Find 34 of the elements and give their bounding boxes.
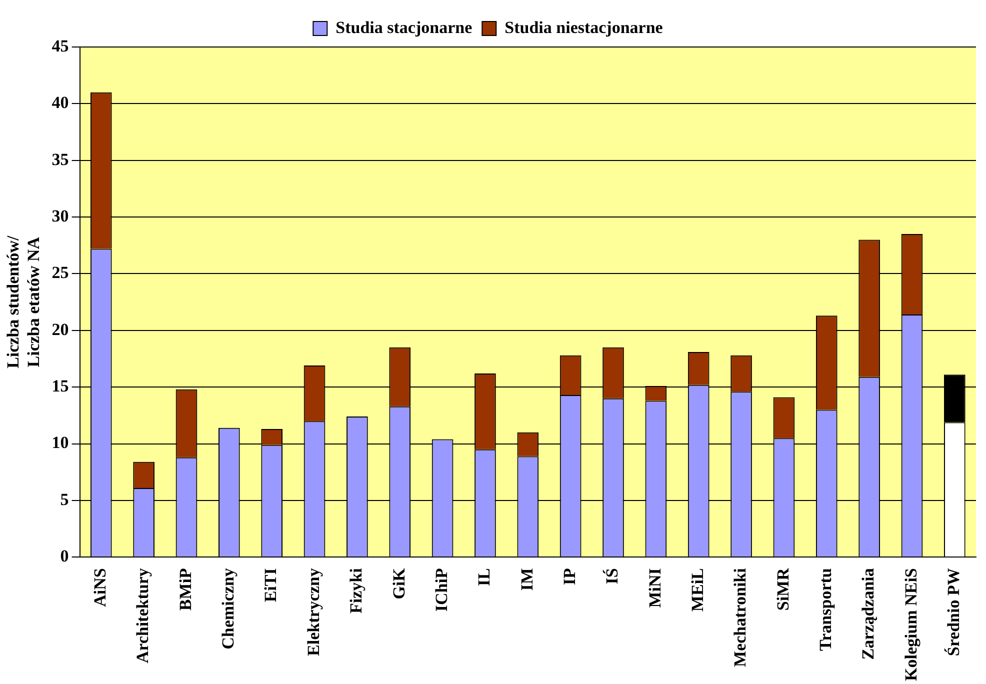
x-tick-label: Średnio PW xyxy=(944,568,964,656)
x-tick-label: Chemiczny xyxy=(218,568,238,650)
y-tick-label: 25 xyxy=(52,263,69,282)
x-tick-label: Zarządzania xyxy=(858,568,878,660)
x-tick-label: GiK xyxy=(389,567,408,600)
x-tick-label: SiMR xyxy=(773,567,792,611)
x-tick-label: AiNS xyxy=(90,568,110,607)
x-tick-label: MiNI xyxy=(645,568,664,608)
legend-label: Studia niestacjonarne xyxy=(504,18,664,37)
x-tick-label: IP xyxy=(560,568,579,586)
x-tick-label: Architektury xyxy=(133,568,152,664)
y-tick-label: 0 xyxy=(60,546,69,566)
x-tick-label: Transportu xyxy=(816,568,836,651)
x-tick-label: Fizyki xyxy=(346,568,366,614)
x-tick-label: IM xyxy=(517,568,536,591)
legend-label: Studia stacjonarne xyxy=(336,18,473,37)
y-tick-label: 35 xyxy=(52,150,69,169)
x-tick-label: MEiL xyxy=(688,568,707,612)
y-tick-label: 15 xyxy=(52,376,69,396)
y-tick-label: 40 xyxy=(52,93,69,112)
y-tick-label: 10 xyxy=(52,433,69,452)
x-tick-label: IL xyxy=(474,568,494,586)
y-tick-label: 20 xyxy=(52,320,69,339)
x-tick-label: Kolegium NEiS xyxy=(901,568,920,681)
x-tick-label: EiTI xyxy=(261,568,280,602)
x-tick-label: IChiP xyxy=(432,568,451,612)
x-tick-label: Elektryczny xyxy=(304,568,323,656)
y-tick-label: 5 xyxy=(60,490,69,509)
x-tick-label: IŚ xyxy=(602,568,622,584)
x-tick-label: BMiP xyxy=(176,568,195,611)
y-tick-label: 45 xyxy=(52,36,69,56)
y-tick-label: 30 xyxy=(52,206,69,226)
x-tick-label: Mechatroniki xyxy=(730,568,750,667)
y-axis-title: Liczba studentów/ Liczba etatów NA xyxy=(4,235,43,368)
